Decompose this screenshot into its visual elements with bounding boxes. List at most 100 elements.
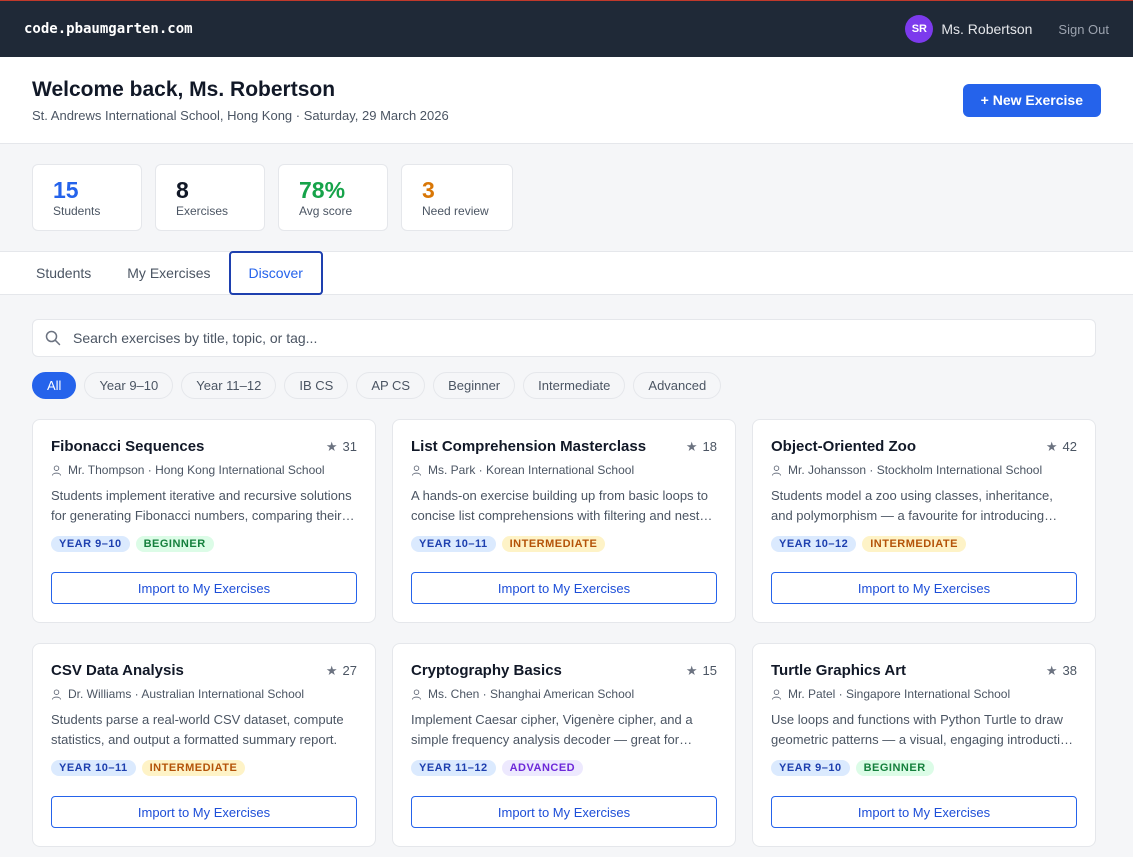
card-title[interactable]: List Comprehension Masterclass (411, 438, 647, 455)
card-header: List Comprehension Masterclass ★ 18 (411, 438, 717, 455)
user-area: SR Ms. Robertson Sign Out (905, 15, 1109, 43)
import-button[interactable]: Import to My Exercises (771, 796, 1077, 828)
stat-value: 15 (53, 177, 79, 203)
person-icon (411, 464, 422, 476)
card-description: Implement Caesar cipher, Vigenère cipher… (411, 712, 693, 747)
search-input[interactable] (73, 330, 1060, 346)
stats-row: 15 Students 8 Exercises 78% Avg score 3 Nee… (0, 144, 1133, 251)
filter-chip[interactable]: Advanced (633, 372, 722, 399)
star-count[interactable]: ★ 38 (1046, 663, 1077, 679)
exercise-grid: Fibonacci Sequences ★ 31 Mr. Thompson · … (32, 419, 1096, 847)
stat-label: Need review (422, 204, 489, 218)
star-icon: ★ (685, 438, 698, 454)
stat-card: 3 Need review (401, 164, 513, 231)
year-badge: YEAR 10–12 (771, 536, 857, 552)
stat-label: Students (53, 204, 101, 218)
sign-out-link[interactable]: Sign Out (1058, 21, 1109, 37)
card-author: Mr. Patel · Singapore International Scho… (771, 687, 1077, 701)
year-badge: YEAR 10–11 (411, 536, 496, 552)
exercise-card: Object-Oriented Zoo ★ 42 Mr. Johansson ·… (752, 419, 1096, 623)
level-badge: INTERMEDIATE (141, 760, 246, 776)
star-icon: ★ (685, 662, 698, 678)
author-text: Dr. Williams · Australian International … (68, 687, 305, 701)
discover-content: All Year 9–10 Year 11–12 IB CS AP CS Beginner… (0, 295, 1133, 847)
stat-value: 78% (299, 177, 346, 203)
year-badge: YEAR 9–10 (51, 536, 130, 552)
year-badge: YEAR 10–11 (51, 760, 136, 776)
search-bar[interactable] (32, 319, 1096, 357)
stat-label: Avg score (299, 204, 353, 218)
filter-chip[interactable]: IB CS (284, 372, 349, 399)
card-header: Object-Oriented Zoo ★ 42 (771, 438, 1077, 455)
page-header: Welcome back, Ms. Robertson St. Andrews … (0, 57, 1133, 144)
filter-chip[interactable]: Intermediate (523, 372, 626, 399)
card-badges: YEAR 11–12 ADVANCED (411, 760, 717, 776)
year-badge: YEAR 11–12 (411, 760, 496, 776)
author-text: Ms. Park · Korean International School (428, 463, 635, 477)
tab-students[interactable]: Students (36, 265, 92, 281)
card-header: Turtle Graphics Art ★ 38 (771, 662, 1077, 679)
tab-discover[interactable]: Discover (228, 251, 323, 295)
card-badges: YEAR 9–10 BEGINNER (771, 760, 1077, 776)
star-count-value: 27 (342, 663, 357, 678)
author-text: Mr. Johansson · Stockholm International … (788, 463, 1043, 477)
star-icon: ★ (1045, 438, 1058, 454)
card-badges: YEAR 10–11 INTERMEDIATE (411, 536, 717, 552)
star-count-value: 31 (342, 439, 357, 454)
stat-card: 78% Avg score (278, 164, 388, 231)
filter-chip[interactable]: All (32, 372, 77, 399)
star-count[interactable]: ★ 27 (326, 663, 357, 679)
star-count[interactable]: ★ 31 (326, 439, 357, 455)
card-description: Students model a zoo using classes, inhe… (771, 488, 1053, 523)
author-text: Mr. Patel · Singapore International Scho… (788, 687, 1011, 701)
new-exercise-button[interactable]: + New Exercise (962, 83, 1101, 117)
tab-my-exercises[interactable]: My Exercises (127, 265, 211, 281)
card-title[interactable]: Turtle Graphics Art (771, 662, 907, 679)
card-author: Ms. Chen · Shanghai American School (411, 687, 717, 701)
card-title[interactable]: CSV Data Analysis (51, 662, 184, 679)
star-count-value: 42 (1062, 439, 1077, 454)
page-subtitle: St. Andrews International School, Hong K… (32, 107, 449, 123)
card-title[interactable]: Fibonacci Sequences (51, 438, 205, 455)
person-icon (771, 688, 782, 700)
filter-chip[interactable]: Year 9–10 (84, 372, 174, 399)
card-description: Use loops and functions with Python Turt… (771, 712, 1075, 747)
card-description: Students parse a real-world CSV dataset,… (51, 712, 344, 747)
import-button[interactable]: Import to My Exercises (771, 572, 1077, 604)
star-count[interactable]: ★ 18 (686, 439, 717, 455)
exercise-card: CSV Data Analysis ★ 27 Dr. Williams · Au… (32, 643, 376, 847)
import-button[interactable]: Import to My Exercises (411, 572, 717, 604)
import-button[interactable]: Import to My Exercises (51, 572, 357, 604)
filter-chip[interactable]: Year 11–12 (181, 372, 277, 399)
level-badge: INTERMEDIATE (501, 536, 606, 552)
level-badge: INTERMEDIATE (862, 536, 966, 552)
level-badge: BEGINNER (135, 536, 214, 552)
filter-chip[interactable]: Beginner (433, 372, 516, 399)
card-title[interactable]: Object-Oriented Zoo (771, 438, 917, 455)
exercise-card: Fibonacci Sequences ★ 31 Mr. Thompson · … (32, 419, 376, 623)
star-count[interactable]: ★ 42 (1046, 439, 1077, 455)
person-icon (51, 688, 62, 700)
stat-card: 8 Exercises (155, 164, 265, 231)
star-count-value: 38 (1062, 663, 1077, 678)
exercise-card: List Comprehension Masterclass ★ 18 Ms. … (392, 419, 736, 623)
card-badges: YEAR 10–12 INTERMEDIATE (771, 536, 1077, 552)
card-author: Ms. Park · Korean International School (411, 463, 717, 477)
year-badge: YEAR 9–10 (771, 760, 850, 776)
tab-bar: Students My Exercises Discover (0, 251, 1133, 295)
person-icon (51, 464, 62, 476)
exercise-card: Turtle Graphics Art ★ 38 Mr. Patel · Sin… (752, 643, 1096, 847)
card-header: Cryptography Basics ★ 15 (411, 662, 717, 679)
avatar[interactable]: SR (905, 15, 934, 43)
import-button[interactable]: Import to My Exercises (411, 796, 717, 828)
site-logo[interactable]: code.pbaumgarten.com (24, 21, 193, 37)
top-navbar: code.pbaumgarten.com SR Ms. Robertson Si… (0, 0, 1133, 57)
star-icon: ★ (325, 438, 338, 454)
header-text: Welcome back, Ms. Robertson St. Andrews … (32, 78, 449, 123)
person-icon (771, 464, 782, 476)
star-count[interactable]: ★ 15 (686, 663, 717, 679)
filter-chip[interactable]: AP CS (356, 372, 426, 399)
star-count-value: 18 (702, 439, 717, 454)
import-button[interactable]: Import to My Exercises (51, 796, 357, 828)
card-title[interactable]: Cryptography Basics (411, 662, 562, 679)
